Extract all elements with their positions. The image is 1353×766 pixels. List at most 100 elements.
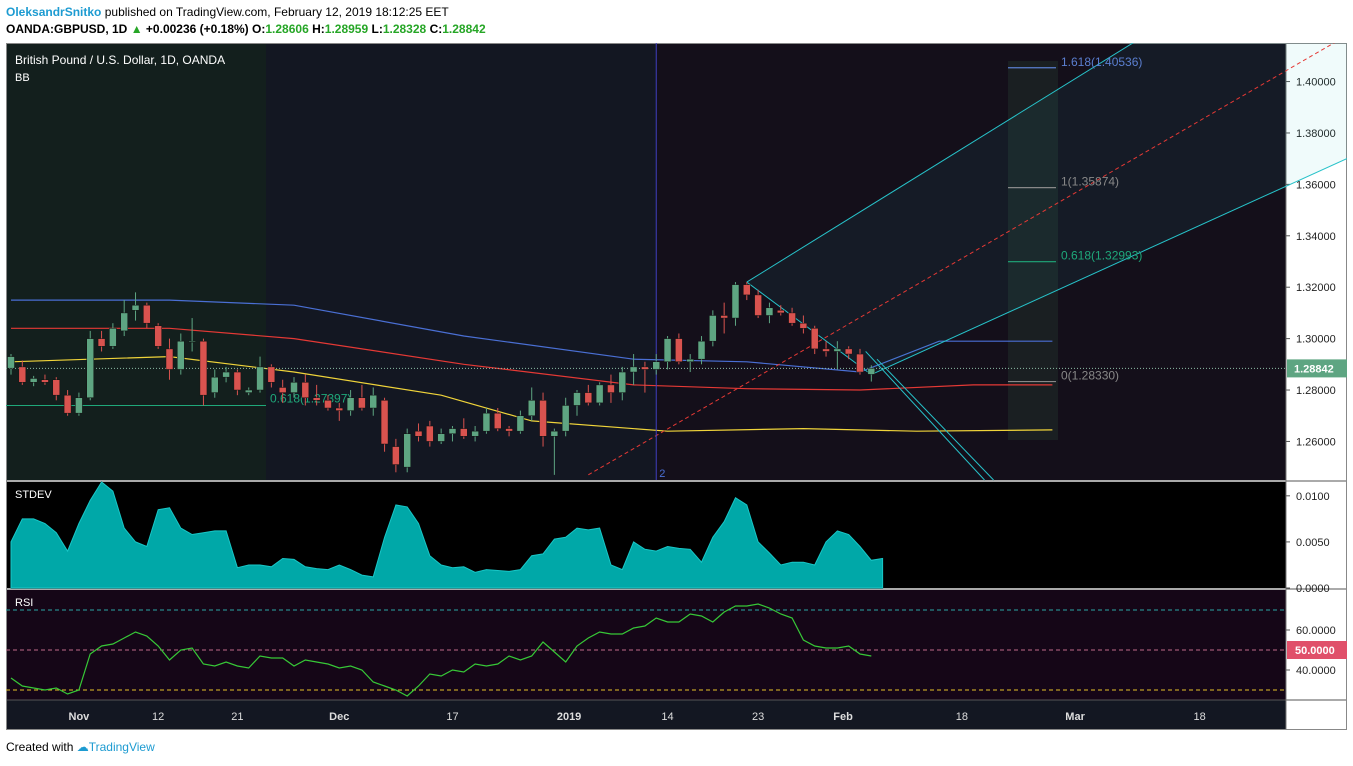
candle <box>18 366 27 383</box>
price-tick-label: 1.26000 <box>1296 436 1336 448</box>
candle <box>607 384 615 393</box>
candle <box>199 340 208 396</box>
candle <box>709 315 717 342</box>
price-tick-label: 1.36000 <box>1296 179 1336 191</box>
candle <box>516 415 525 432</box>
candle <box>777 310 785 314</box>
candle <box>131 304 140 311</box>
candle <box>109 328 117 347</box>
down-channel-line <box>876 358 994 481</box>
rsi-line <box>10 603 872 697</box>
candle <box>335 407 344 411</box>
candle <box>686 358 694 363</box>
candle <box>731 284 740 319</box>
candle <box>448 428 457 434</box>
rsi-value-label: 50.0000 <box>1295 645 1335 657</box>
open-value: 1.28606 <box>265 22 309 36</box>
rsi-pane <box>6 590 1286 700</box>
stdev-label: STDEV <box>15 489 52 501</box>
candle <box>120 312 128 332</box>
candle <box>471 430 479 437</box>
stdev-tick-label: 0.0050 <box>1296 537 1330 549</box>
up-arrow-icon: ▲ <box>130 22 143 36</box>
bb-lower-line <box>10 355 1053 432</box>
candle <box>346 397 355 411</box>
candle <box>743 284 751 296</box>
candle <box>584 392 593 404</box>
footer: Created with ☁TradingView <box>6 740 155 754</box>
candle <box>369 394 377 409</box>
candle <box>561 405 570 432</box>
candle <box>765 307 774 316</box>
candle <box>358 397 366 409</box>
candle <box>833 348 842 352</box>
fib-level-label: 0.618(1.32993) <box>1061 249 1142 263</box>
channel-lower-line <box>871 158 1347 376</box>
candle <box>7 356 15 369</box>
candle <box>810 328 819 350</box>
bb-basis-line <box>11 327 1053 391</box>
candle <box>403 433 411 468</box>
candle <box>550 430 559 437</box>
candle <box>301 382 310 398</box>
candle <box>539 400 547 437</box>
candle <box>392 446 400 465</box>
candle <box>290 382 298 393</box>
candle <box>41 379 49 383</box>
candle <box>414 430 423 437</box>
candle <box>63 394 72 414</box>
candle <box>641 366 649 370</box>
down-channel-line <box>865 351 985 481</box>
tradingview-link[interactable]: TradingView <box>88 740 155 754</box>
candle <box>211 376 219 393</box>
candle <box>697 340 706 360</box>
shaded-region-right <box>656 43 1286 480</box>
candle <box>154 325 162 347</box>
open-label: O: <box>252 22 266 36</box>
price-tick-label: 1.30000 <box>1296 334 1336 346</box>
change-value: +0.00236 (+0.18%) <box>145 22 249 36</box>
time-tick-label: 21 <box>231 711 243 723</box>
candle <box>720 315 728 319</box>
stdev-tick-label: 0.0100 <box>1296 491 1330 503</box>
last-price-tag <box>1287 359 1347 378</box>
price-tick-label: 1.34000 <box>1296 231 1336 243</box>
candle <box>788 312 796 324</box>
candle <box>527 400 536 416</box>
candle <box>188 340 196 343</box>
time-tick-label: 2019 <box>557 711 581 723</box>
candle <box>754 294 762 316</box>
high-label: H: <box>312 22 325 36</box>
candle <box>505 428 513 432</box>
rsi-tick-label: 40.0000 <box>1296 665 1336 677</box>
ohlc-line: OANDA:GBPUSD, 1D ▲ +0.00236 (+0.18%) O:1… <box>6 22 486 36</box>
time-tick-label: Feb <box>833 711 853 723</box>
chart-frame <box>6 43 1347 730</box>
price-tick-label: 1.32000 <box>1296 282 1336 294</box>
fib-level-label: 1.618(1.40536) <box>1061 55 1142 69</box>
candle <box>573 392 581 406</box>
rsi-value-tag <box>1287 641 1347 659</box>
fib-level-label: 1(1.35874) <box>1061 175 1119 189</box>
rsi-tick-label: 60.0000 <box>1296 625 1336 637</box>
symbol-label: OANDA:GBPUSD, 1D <box>6 22 128 36</box>
created-with-text: Created with <box>6 740 74 754</box>
time-tick-label: Mar <box>1065 711 1085 723</box>
time-tick-label: 18 <box>1193 711 1205 723</box>
candle <box>675 338 683 363</box>
high-value: 1.28959 <box>324 22 369 36</box>
chart-title: British Pound / U.S. Dollar, 1D, OANDA <box>15 53 225 67</box>
candle <box>482 412 491 432</box>
candle <box>595 384 604 404</box>
candle <box>256 366 264 391</box>
chart-area[interactable]: 1.40000 1.38000 1.36000 1.34000 1.32000 1.300… <box>6 43 1347 733</box>
candle <box>380 400 389 445</box>
candle <box>233 371 242 391</box>
close-label: C: <box>429 22 443 36</box>
tradingview-logo-icon[interactable]: ☁ <box>76 740 89 754</box>
author-link[interactable]: OleksandrSnitko <box>6 5 102 19</box>
candle <box>267 366 276 383</box>
time-tick-label: 12 <box>152 711 164 723</box>
close-value: 1.28842 <box>442 22 486 36</box>
time-tick-label: 17 <box>446 711 458 723</box>
